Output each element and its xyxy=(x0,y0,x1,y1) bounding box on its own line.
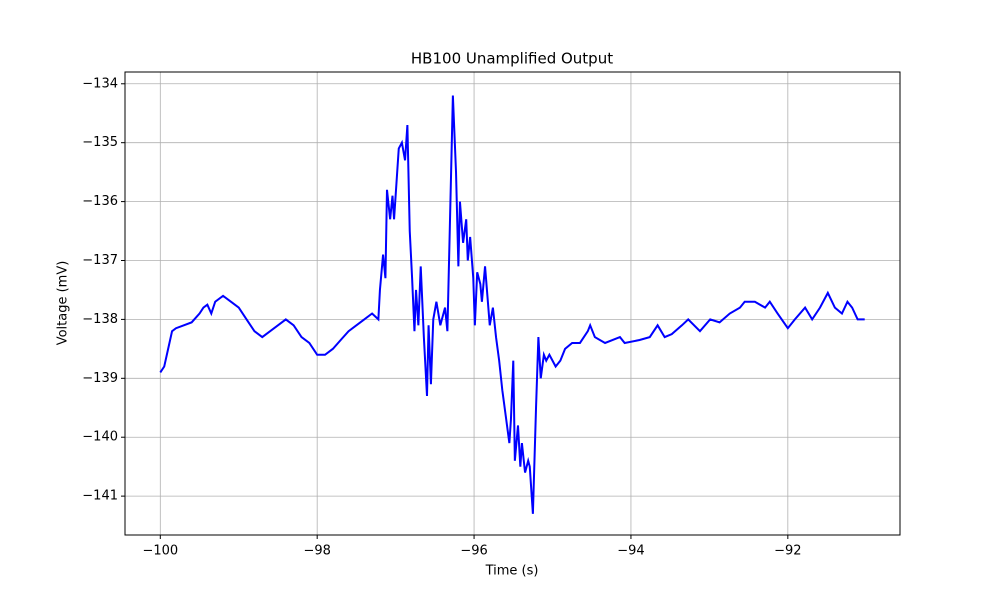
y-tick-label: −135 xyxy=(82,135,118,150)
x-axis-label: Time (s) xyxy=(485,564,539,579)
y-tick-label: −138 xyxy=(82,312,118,327)
y-tick-label: −134 xyxy=(82,76,118,91)
x-tick-label: −98 xyxy=(303,544,330,559)
y-tick-label: −141 xyxy=(82,489,118,504)
x-tick-label: −94 xyxy=(617,544,644,559)
data-line xyxy=(159,95,865,514)
plot-frame xyxy=(124,71,901,536)
chart-title: HB100 Unamplified Output xyxy=(411,50,613,68)
x-tick-label: −100 xyxy=(142,544,178,559)
y-tick-label: −139 xyxy=(82,371,118,386)
y-tick-label: −140 xyxy=(82,430,118,445)
x-tick-label: −96 xyxy=(460,544,487,559)
y-axis-label: Voltage (mV) xyxy=(56,261,71,346)
x-tick-label: −92 xyxy=(774,544,801,559)
y-tick-label: −136 xyxy=(82,194,118,209)
y-tick-label: −137 xyxy=(82,253,118,268)
